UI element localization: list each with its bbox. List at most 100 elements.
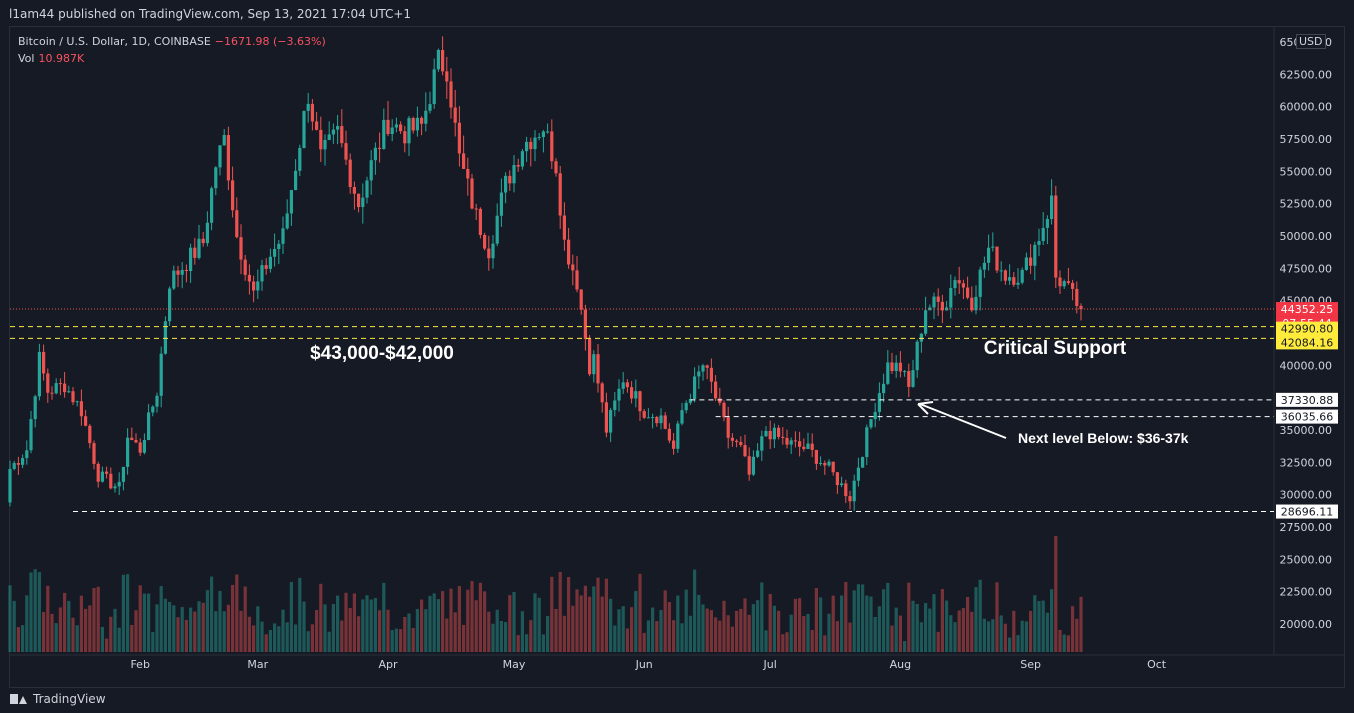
candle-body (264, 265, 268, 269)
candle-body (428, 104, 432, 111)
candle-body (407, 118, 411, 144)
volume-bar (1016, 635, 1020, 652)
candle-body (281, 228, 285, 244)
volume-bar (814, 588, 818, 652)
volume-bar (663, 590, 667, 652)
candle-body (575, 270, 579, 290)
candle-body (67, 391, 71, 393)
level-label-42990: 42990.80 (1276, 321, 1338, 336)
footer: TradingView (0, 688, 1354, 713)
candle-body (869, 419, 873, 428)
candle-body (247, 274, 251, 282)
candle-body (680, 410, 684, 424)
candle-body (449, 81, 453, 108)
candle-body (63, 383, 67, 393)
candle-body (852, 480, 856, 502)
level-label-42990-text: 42990.80 (1281, 323, 1334, 336)
candle-body (273, 249, 277, 257)
volume-bar (163, 598, 167, 652)
volume-bar (987, 621, 991, 652)
candle-body (58, 383, 62, 385)
candle-body (226, 135, 230, 181)
volume-bar (709, 610, 713, 652)
candle-body (235, 210, 239, 238)
volume-bar (856, 584, 860, 652)
volume-bar (54, 623, 58, 652)
volume-bar (457, 586, 461, 652)
volume-bar (831, 595, 835, 652)
volume-bar (705, 608, 709, 652)
candle-body (8, 468, 12, 503)
candle-body (798, 441, 802, 447)
volume-bar (739, 608, 743, 652)
volume-bar (12, 600, 16, 652)
candle-body (50, 392, 54, 394)
candle-body (109, 473, 113, 489)
candle-body (663, 415, 667, 429)
volume-bar (903, 641, 907, 652)
candle-body (541, 131, 545, 138)
volume-bar (638, 573, 642, 652)
candle-body (760, 436, 764, 451)
volume-bar (134, 610, 138, 652)
volume-bar (865, 595, 869, 652)
candle-body (46, 373, 50, 393)
volume-bar (1024, 621, 1028, 652)
volume-bar (802, 616, 806, 652)
volume-bar (617, 609, 621, 652)
candle-body (147, 412, 151, 441)
volume-bar (1066, 635, 1070, 652)
y-tick-label: 30000.00 (1280, 489, 1333, 502)
x-tick-label: Feb (130, 658, 149, 671)
candle-body (831, 461, 835, 473)
candle-body (814, 449, 818, 464)
candle-body (1024, 257, 1028, 270)
volume-bar (222, 611, 226, 652)
candle-body (600, 383, 604, 403)
candle-body (168, 288, 172, 322)
candle-body (25, 450, 29, 459)
candle-body (705, 365, 709, 368)
tradingview-brand[interactable]: TradingView (10, 692, 106, 706)
volume-bar (184, 620, 188, 652)
candle-body (16, 463, 20, 465)
volume-bar (915, 603, 919, 652)
volume-bar (1045, 612, 1049, 652)
annotation-next-level: Next level Below: $36-37k (1018, 430, 1189, 446)
candle-body (491, 243, 495, 259)
candle-body (441, 50, 445, 72)
x-tick-label: Jun (635, 658, 653, 671)
candle-body (403, 131, 407, 144)
volume-bar (8, 585, 12, 652)
volume-bar (420, 599, 424, 652)
candle-body (12, 463, 16, 469)
volume-bar (310, 624, 314, 652)
volume-bar (953, 622, 957, 652)
candle-body (92, 443, 96, 464)
volume-bar (138, 585, 142, 652)
candle-body (940, 301, 944, 311)
candle-body (420, 117, 424, 124)
volume-bar (701, 604, 705, 652)
y-tick-label: 35000.00 (1280, 424, 1333, 437)
volume-bar (835, 621, 839, 652)
volume-bar (583, 585, 587, 652)
volume-bar (932, 594, 936, 652)
volume-bar (33, 569, 37, 652)
candle-body (126, 437, 130, 467)
candle-body (928, 307, 932, 311)
candle-body (739, 441, 743, 446)
price-change: −1671.98 (−3.63%) (214, 35, 326, 48)
volume-bar (407, 613, 411, 652)
volume-bar (50, 613, 54, 652)
candle-body (642, 411, 646, 418)
candle-body (315, 121, 319, 130)
volume-value: 10.987K (38, 52, 85, 65)
volume-bar (193, 611, 197, 652)
currency-button[interactable]: USD (1296, 34, 1326, 49)
symbol-title[interactable]: Bitcoin / U.S. Dollar, 1D, COINBASE (18, 35, 211, 48)
candle-body (793, 440, 797, 442)
candle-body (130, 437, 134, 440)
volume-bar (79, 595, 83, 652)
